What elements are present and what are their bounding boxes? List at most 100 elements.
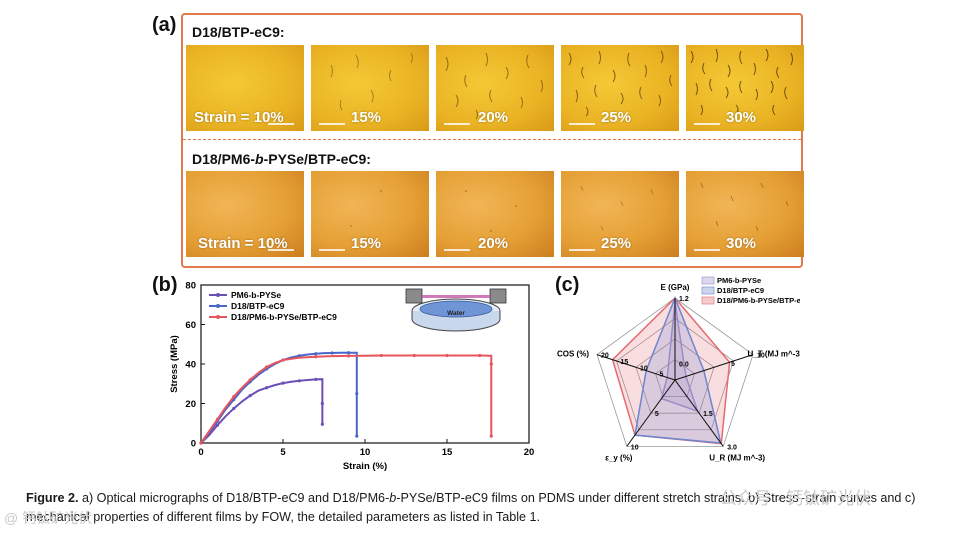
tile-label: 30% bbox=[726, 235, 757, 252]
legend-label: PM6-b-PYSe bbox=[231, 290, 281, 300]
legend-marker bbox=[216, 315, 220, 319]
tile-label: 30% bbox=[726, 109, 757, 126]
scale-bar bbox=[444, 249, 470, 251]
radar-axis-label: U_T (MJ m^-3) bbox=[748, 350, 800, 359]
radar-ring-label: 10 bbox=[757, 353, 765, 360]
radar-ring bbox=[616, 318, 734, 431]
legend-swatch bbox=[701, 276, 715, 285]
data-point bbox=[232, 394, 236, 399]
radar-ring-label: 1.5 bbox=[703, 411, 713, 418]
data-point bbox=[281, 381, 285, 385]
defect-spots bbox=[350, 190, 382, 227]
scale-bar bbox=[319, 249, 345, 251]
radar-ring bbox=[596, 297, 754, 447]
radar-spoke bbox=[626, 379, 676, 447]
tile-label: 15% bbox=[351, 235, 382, 252]
x-tick-label: 10 bbox=[360, 447, 371, 458]
radar-axis-label: E (GPa) bbox=[661, 283, 690, 292]
x-tick-label: 15 bbox=[442, 447, 453, 458]
scale-bar bbox=[319, 123, 345, 125]
radar-ring-label: 0.0 bbox=[679, 362, 689, 369]
tile-label: 25% bbox=[601, 109, 632, 126]
radar-spoke bbox=[674, 379, 724, 447]
panel-a-frame bbox=[181, 13, 803, 268]
radar-grid bbox=[596, 297, 754, 447]
panel-a-divider bbox=[183, 139, 801, 140]
panel-b-letter: (b) bbox=[152, 274, 178, 296]
data-point bbox=[489, 362, 493, 366]
radar-ring-label: 3.0 bbox=[727, 444, 737, 451]
scale-bar bbox=[694, 123, 720, 125]
radar-spokes bbox=[596, 298, 754, 447]
legend-label: PM6-b-PYSe bbox=[717, 276, 761, 285]
legend-swatch bbox=[701, 296, 715, 305]
data-point bbox=[215, 417, 219, 421]
data-point bbox=[265, 386, 269, 390]
scale-bar bbox=[569, 249, 595, 251]
data-point bbox=[489, 434, 493, 438]
micrograph-row1-strain10: Strain = 10% bbox=[186, 45, 304, 131]
radar-ring-label: 15 bbox=[621, 359, 629, 366]
defect-spots bbox=[465, 190, 517, 232]
panel-a-letter: (a) bbox=[152, 14, 177, 36]
data-point bbox=[478, 353, 482, 358]
radar-labels: E (GPa) 0.0 1.2 U_T (MJ m^-3) 5 10 U_R (MJ m^-… bbox=[557, 283, 800, 462]
tile-label: 15% bbox=[351, 109, 382, 126]
legend-label: D18/BTP-eC9 bbox=[231, 301, 285, 311]
radar-ring-label: 5 bbox=[655, 411, 659, 418]
radar-spoke bbox=[674, 354, 754, 381]
micrograph-row2-strain25: 25% bbox=[561, 171, 679, 257]
data-point bbox=[248, 394, 252, 398]
data-point bbox=[314, 377, 318, 382]
tile-label: Strain = 10% bbox=[198, 235, 288, 252]
y-tick-label: 0 bbox=[191, 439, 196, 450]
crack-pattern bbox=[330, 52, 413, 111]
watermark-right: 公众号 · 钙钛矿光伏 bbox=[720, 489, 872, 508]
data-point bbox=[355, 392, 359, 396]
y-tick-label: 80 bbox=[185, 281, 196, 292]
radar-ring-label: 5 bbox=[660, 372, 664, 379]
y-tick-label: 60 bbox=[185, 320, 196, 331]
micrograph-row2-strain10: Strain = 10% bbox=[186, 171, 304, 257]
tile-label: 20% bbox=[478, 235, 509, 252]
data-point bbox=[297, 354, 301, 358]
data-point bbox=[281, 358, 285, 362]
crack-pattern bbox=[690, 48, 793, 116]
caption-text: a) Optical micrographs of D18/BTP-eC9 an… bbox=[26, 491, 916, 524]
x-tick-label: 0 bbox=[198, 447, 203, 458]
data-point bbox=[199, 441, 203, 445]
data-point bbox=[320, 422, 324, 426]
micrograph-row1-strain20: 20% bbox=[436, 45, 554, 131]
legend-swatch bbox=[701, 286, 715, 295]
x-tick-label: 5 bbox=[280, 447, 286, 458]
radar-ring-label: 1.2 bbox=[679, 296, 689, 303]
chart-axes: 0 5 10 15 20 0 20 40 60 80 Strain (%) Stress (MPa) bbox=[169, 281, 534, 473]
micrograph-row2-strain15: 15% bbox=[311, 171, 429, 257]
legend-marker bbox=[216, 304, 220, 308]
micrograph-row1-strain30: 30% bbox=[686, 45, 804, 131]
chart-legend: PM6-b-PYSeD18/BTP-eC9D18/PM6-b-PYSe/BTP-… bbox=[209, 290, 337, 322]
radar-ring-label: 10 bbox=[640, 365, 648, 372]
series-line-0 bbox=[200, 378, 324, 444]
series-line-1 bbox=[200, 351, 358, 444]
radar-legend: PM6-b-PYSeD18/BTP-eC9D18/PM6-b-PYSe/BTP-… bbox=[701, 276, 800, 305]
radar-ring bbox=[655, 359, 695, 397]
data-point bbox=[445, 353, 449, 358]
crack-pattern bbox=[568, 50, 673, 117]
data-point bbox=[232, 406, 236, 411]
radar-series-1 bbox=[634, 295, 722, 444]
micrograph-row1-strain15: 15% bbox=[311, 45, 429, 131]
water-inset-schematic: Water bbox=[405, 288, 507, 332]
legend-label: D18/BTP-eC9 bbox=[717, 286, 764, 295]
caption-label: Figure 2. bbox=[26, 491, 79, 505]
radar-series-0 bbox=[660, 301, 699, 413]
x-axis-label: Strain (%) bbox=[343, 461, 387, 472]
data-point bbox=[379, 353, 383, 358]
tile-label: 20% bbox=[478, 109, 509, 126]
data-point bbox=[330, 351, 334, 355]
data-point bbox=[314, 355, 318, 359]
radar-ring-label: 10 bbox=[631, 444, 639, 451]
radar-chart: E (GPa) 0.0 1.2 U_T (MJ m^-3) 5 10 U_R (MJ m^-… bbox=[557, 276, 800, 462]
data-point bbox=[314, 352, 318, 356]
